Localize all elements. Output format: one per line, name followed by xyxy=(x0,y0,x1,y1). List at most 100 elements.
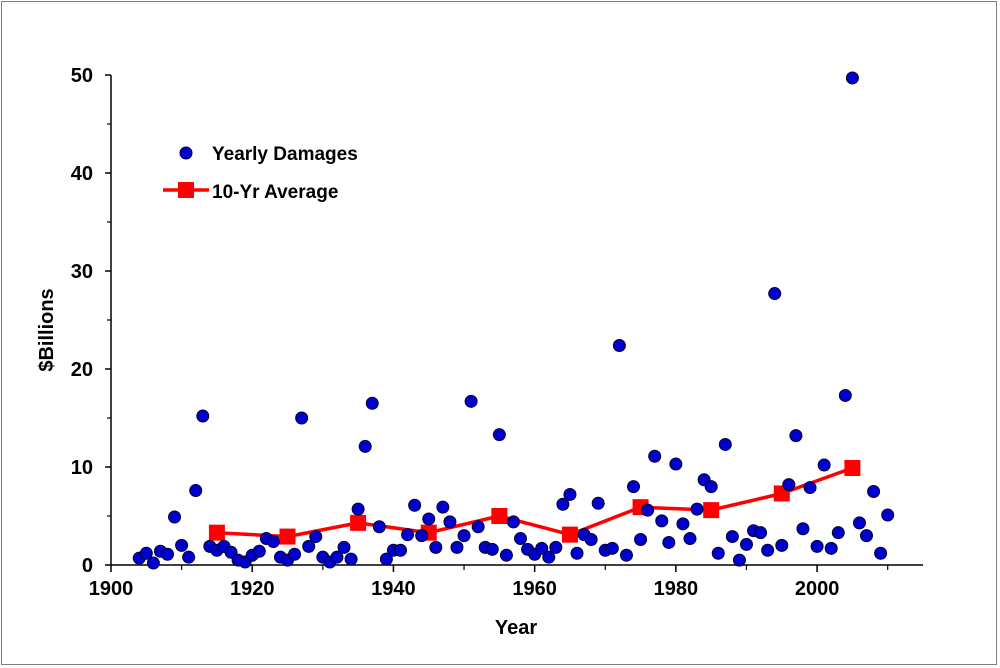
damage-point xyxy=(422,512,436,526)
damage-point xyxy=(704,480,718,494)
damage-point xyxy=(711,546,725,560)
x-tick-label: 1900 xyxy=(89,578,134,600)
damage-point xyxy=(295,411,309,425)
x-axis-title: Year xyxy=(495,617,537,639)
average-marker xyxy=(350,514,367,531)
damage-point xyxy=(393,543,407,557)
damage-point xyxy=(775,538,789,552)
damage-point xyxy=(182,550,196,564)
legend-square-marker xyxy=(178,182,194,198)
damage-point xyxy=(591,496,605,510)
damage-point xyxy=(492,428,506,442)
damage-point xyxy=(309,530,323,544)
damage-point xyxy=(803,481,817,495)
legend-scatter-marker xyxy=(179,146,193,160)
damage-point xyxy=(690,502,704,516)
damage-point xyxy=(845,71,859,85)
damage-point xyxy=(831,526,845,540)
damage-point xyxy=(669,457,683,471)
damage-point xyxy=(817,458,831,472)
damage-point xyxy=(662,535,676,549)
damage-point xyxy=(485,542,499,556)
damage-point xyxy=(810,539,824,553)
damage-point xyxy=(852,516,866,530)
damage-point xyxy=(627,480,641,494)
damage-point xyxy=(464,394,478,408)
damage-point xyxy=(796,522,810,536)
y-tick-label: 10 xyxy=(71,457,93,479)
damage-point xyxy=(824,541,838,555)
damage-point xyxy=(867,485,881,498)
damage-point xyxy=(584,533,598,547)
damage-point xyxy=(288,547,302,561)
damage-point xyxy=(146,556,160,570)
damage-point xyxy=(881,508,895,522)
damage-point xyxy=(189,484,203,498)
damage-point xyxy=(542,550,556,564)
damage-point xyxy=(302,539,316,553)
damage-point xyxy=(718,437,732,451)
average-marker xyxy=(279,528,296,545)
average-marker xyxy=(491,508,508,524)
damage-point xyxy=(379,552,393,566)
damage-point xyxy=(732,553,746,567)
x-tick-labels: 1900 1920 1940 1960 1980 2000 xyxy=(89,578,840,600)
legend-label-yearly-damages: Yearly Damages xyxy=(212,144,358,165)
damage-point xyxy=(160,547,174,561)
damage-point xyxy=(408,498,422,512)
damage-point xyxy=(619,548,633,562)
damage-point xyxy=(605,541,619,555)
x-tick-label: 1980 xyxy=(654,578,699,600)
damage-point xyxy=(768,287,782,301)
average-marker xyxy=(561,526,578,543)
damage-point xyxy=(429,540,443,554)
yearly-damages-series xyxy=(132,71,895,570)
damage-point xyxy=(648,449,662,463)
damage-point xyxy=(372,520,386,534)
damage-point xyxy=(175,538,189,552)
y-tick-label: 0 xyxy=(82,555,93,577)
damage-point xyxy=(874,546,888,560)
damage-point xyxy=(535,541,549,555)
damage-point xyxy=(612,338,626,352)
damage-point xyxy=(436,500,450,514)
x-tick-label: 1920 xyxy=(230,578,275,600)
y-tick-label: 20 xyxy=(71,359,93,381)
damage-point xyxy=(655,514,669,528)
damage-point xyxy=(266,534,280,548)
damage-point xyxy=(196,409,210,423)
damage-point xyxy=(450,540,464,554)
damage-point xyxy=(782,478,796,492)
damage-point xyxy=(351,502,365,516)
average-line xyxy=(216,466,853,539)
damage-point xyxy=(789,429,803,443)
damage-point xyxy=(754,526,768,540)
x-tick-label: 1940 xyxy=(371,578,416,600)
damage-point xyxy=(676,517,690,531)
damage-point xyxy=(556,497,570,511)
damage-point xyxy=(330,550,344,564)
damage-point xyxy=(641,503,655,517)
damage-point xyxy=(344,552,358,566)
average-marker xyxy=(844,459,861,476)
x-tick-label: 2000 xyxy=(795,578,840,600)
damage-point xyxy=(168,510,182,524)
y-tick-label: 30 xyxy=(71,261,93,283)
damage-point xyxy=(443,515,457,529)
damage-point xyxy=(838,388,852,402)
damage-point xyxy=(683,532,697,546)
y-tick-label: 50 xyxy=(71,65,93,87)
damage-point xyxy=(415,529,429,543)
average-marker xyxy=(208,524,225,541)
damage-point xyxy=(358,439,372,453)
damage-point xyxy=(761,543,775,557)
damage-point xyxy=(139,546,153,560)
x-tick-label: 1960 xyxy=(512,578,557,600)
damage-point xyxy=(725,530,739,544)
average-marker xyxy=(703,502,720,519)
damage-point xyxy=(514,532,528,546)
damage-point xyxy=(570,546,584,560)
damage-point xyxy=(506,515,520,529)
legend: Yearly Damages 10-Yr Average xyxy=(163,144,358,203)
